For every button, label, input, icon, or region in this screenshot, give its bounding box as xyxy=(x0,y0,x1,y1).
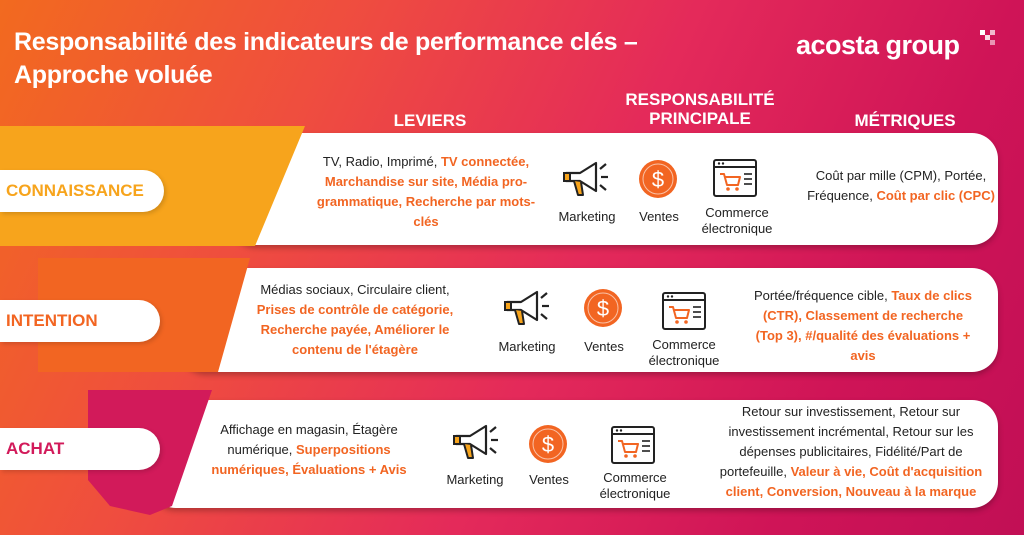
page-title: Responsabilité des indicateurs de perfor… xyxy=(14,28,638,89)
dollar-coin-icon: $ xyxy=(639,160,677,198)
megaphone-icon xyxy=(453,424,498,459)
leviers-highlight: Superpositions numériques, Évaluations +… xyxy=(211,442,407,477)
leviers-text-connaissance: TV, Radio, Imprimé, TV connectée, Marcha… xyxy=(306,152,546,232)
responsibility-group-intention: $ Marketing Ventes Commerce électronique xyxy=(491,286,727,370)
svg-text:$: $ xyxy=(652,167,664,192)
icon-label-ventes: Ventes xyxy=(529,472,569,487)
metriques-highlight: Coût par clic (CPC) xyxy=(876,188,995,203)
column-header-responsabilite-line1: RESPONSABILITÉ xyxy=(625,90,775,109)
responsibility-group-achat: $ Marketing Ventes Commerce électronique xyxy=(438,420,682,504)
metriques-text-connaissance: Coût par mille (CPM), Portée, Fréquence,… xyxy=(806,166,996,206)
ecommerce-cart-icon xyxy=(713,159,757,197)
icon-label-commerce-line1: Commerce xyxy=(705,205,769,220)
stage-label-intention: INTENTION xyxy=(0,300,160,342)
ecommerce-cart-icon xyxy=(662,292,706,330)
icon-label-commerce-line1: Commerce xyxy=(652,337,716,352)
megaphone-icon xyxy=(504,290,549,325)
icon-label-commerce: Commerce électronique xyxy=(641,337,727,369)
metriques-text-intention: Portée/fréquence cible, Taux de clics (C… xyxy=(748,286,978,366)
metriques-text-achat: Retour sur investissement, Retour sur in… xyxy=(708,402,994,502)
icon-label-commerce-line2: électronique xyxy=(599,486,671,501)
logo-mark-icon xyxy=(980,30,995,45)
icon-label-commerce: Commerce électronique xyxy=(590,470,680,502)
dollar-coin-icon: $ xyxy=(584,289,622,327)
icon-label-ventes: Ventes xyxy=(584,339,624,354)
metriques-plain: Coût par mille (CPM), Portée, Fréquence, xyxy=(807,168,987,203)
megaphone-icon xyxy=(563,161,608,196)
leviers-plain: Affichage en magasin, Étagère numérique, xyxy=(220,422,398,457)
leviers-plain: Médias sociaux, Circulaire client, xyxy=(260,282,450,297)
column-header-leviers: LEVIERS xyxy=(393,111,467,130)
svg-text:$: $ xyxy=(542,432,554,457)
svg-text:$: $ xyxy=(597,296,609,321)
ecommerce-cart-icon xyxy=(611,426,655,464)
leviers-highlight: Prises de contrôle de catégorie, Recherc… xyxy=(256,302,454,357)
metriques-plain: Portée/fréquence cible, xyxy=(754,288,892,303)
leviers-highlight: TV connectée, Marchandise sur site, Médi… xyxy=(316,154,536,229)
metriques-highlight: Valeur à vie, Coût d'acquisition client,… xyxy=(725,464,983,499)
column-header-metriques: MÉTRIQUES xyxy=(854,111,956,130)
icon-label-commerce-line2: électronique xyxy=(701,221,773,236)
leviers-text-intention: Médias sociaux, Circulaire client, Prise… xyxy=(252,280,458,360)
icon-label-marketing: Marketing xyxy=(498,339,556,354)
row-band-connaissance xyxy=(230,133,998,245)
leviers-text-achat: Affichage en magasin, Étagère numérique,… xyxy=(196,420,422,480)
row-band-achat xyxy=(150,400,998,508)
icon-label-commerce-line2: électronique xyxy=(648,353,720,368)
leviers-plain: TV, Radio, Imprimé, xyxy=(322,154,441,169)
metriques-highlight: Taux de clics (CTR), Classement de reche… xyxy=(755,288,972,363)
icon-label-marketing: Marketing xyxy=(558,209,616,224)
icon-label-ventes: Ventes xyxy=(639,209,679,224)
column-header-responsabilite: RESPONSABILITÉ PRINCIPALE xyxy=(590,90,810,128)
metriques-plain: Retour sur investissement, Retour sur in… xyxy=(719,404,974,479)
dollar-coin-icon: $ xyxy=(529,425,567,463)
stage-label-achat: ACHAT xyxy=(0,428,160,470)
icon-label-commerce-line1: Commerce xyxy=(603,470,667,485)
responsibility-group-connaissance: $ Marketing Ventes Commerce électronique xyxy=(552,155,782,245)
icon-label-marketing: Marketing xyxy=(446,472,504,487)
icon-label-commerce: Commerce électronique xyxy=(694,205,780,237)
brand-logo: acosta group xyxy=(796,30,960,60)
column-header-responsabilite-line2: PRINCIPALE xyxy=(649,109,751,128)
stage-label-connaissance: CONNAISSANCE xyxy=(0,170,164,212)
